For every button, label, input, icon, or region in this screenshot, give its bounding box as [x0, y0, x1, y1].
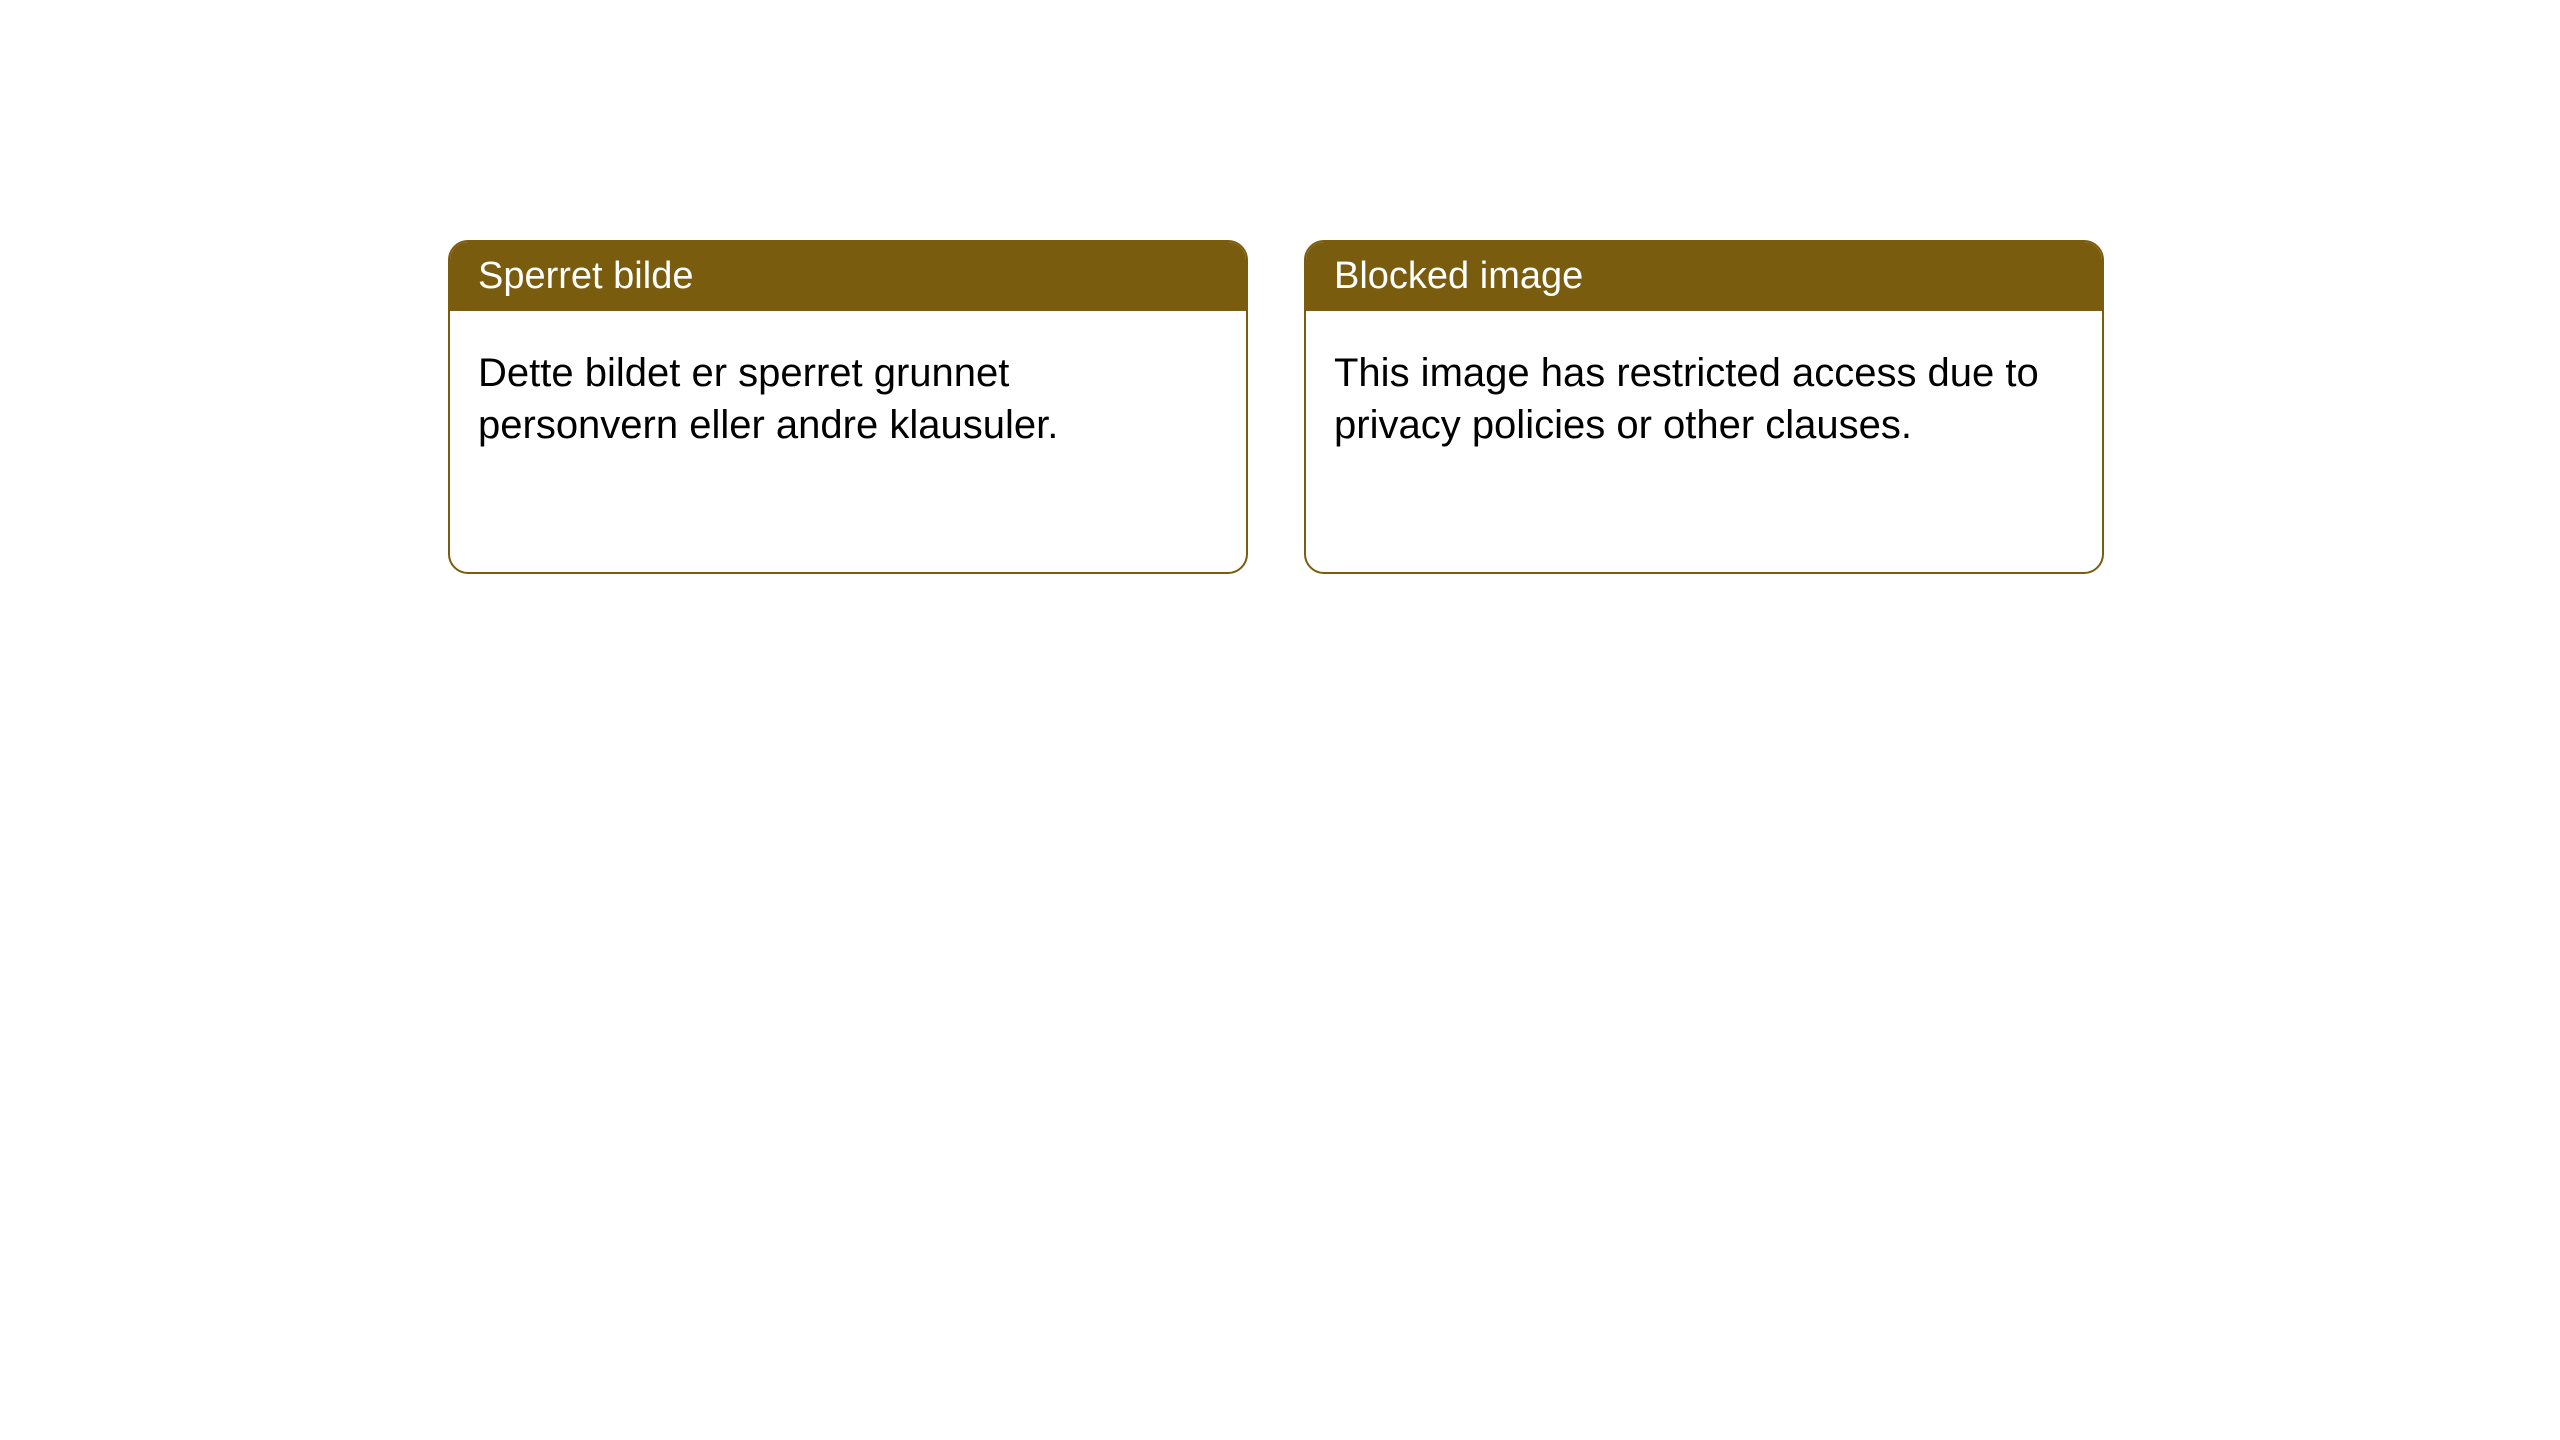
notice-body-norwegian: Dette bildet er sperret grunnet personve… [450, 311, 1246, 487]
notice-title-norwegian: Sperret bilde [450, 242, 1246, 311]
notice-card-english: Blocked image This image has restricted … [1304, 240, 2104, 574]
notice-body-english: This image has restricted access due to … [1306, 311, 2102, 487]
notice-card-norwegian: Sperret bilde Dette bildet er sperret gr… [448, 240, 1248, 574]
notice-container: Sperret bilde Dette bildet er sperret gr… [0, 0, 2560, 574]
notice-title-english: Blocked image [1306, 242, 2102, 311]
